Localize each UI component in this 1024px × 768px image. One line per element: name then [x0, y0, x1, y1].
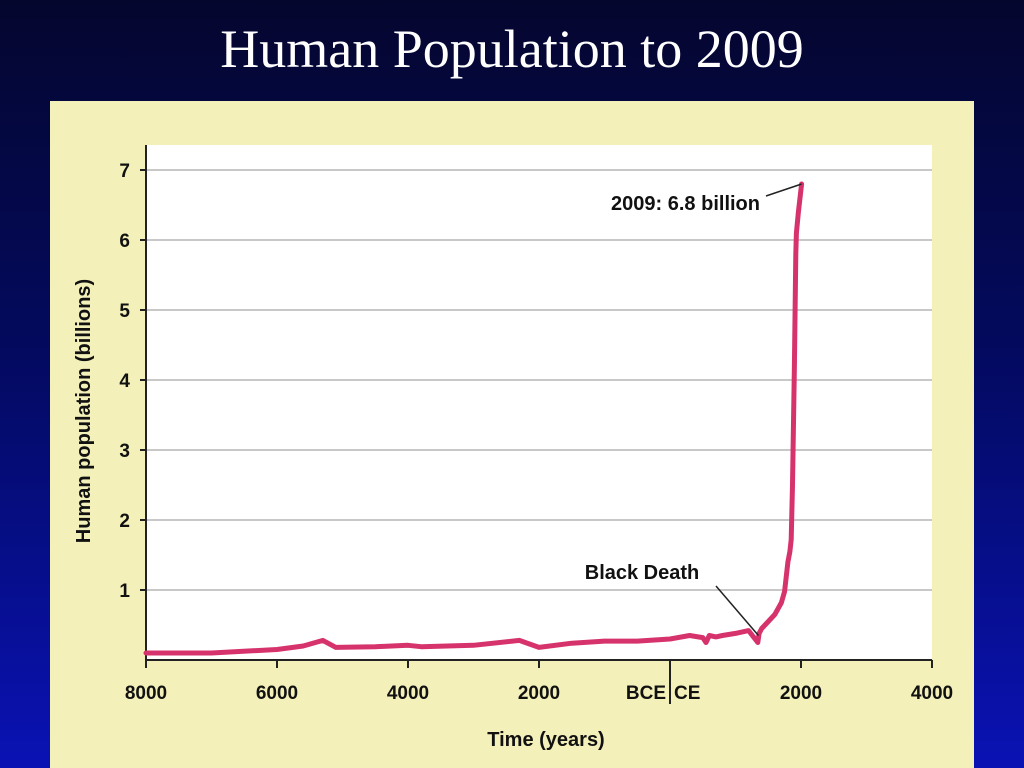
- chart-panel: 1 2 3 4 5 6 7 8000 6000 4000 2000 2000 4000 BCE CE 200…: [50, 101, 974, 768]
- population-line: [143, 181, 805, 656]
- era-label-ce: CE: [674, 683, 700, 704]
- tick-labels: 1 2 3 4 5 6 7 8000 6000 4000 2000 2000 4000 BCE CE: [119, 161, 953, 704]
- y-tick-label-6: 6: [119, 231, 130, 252]
- slide-title: Human Population to 2009: [220, 19, 804, 79]
- x-tick-label-4: 2000: [780, 683, 822, 704]
- series: [143, 181, 805, 656]
- y-tick-label-5: 5: [119, 301, 130, 322]
- x-tick-label-0: 8000: [125, 683, 167, 704]
- plot-area: [146, 145, 932, 660]
- annotation-2009-leader: [765, 183, 802, 197]
- annotation-2009: 2009: 6.8 billion: [611, 193, 760, 215]
- annotations: 2009: 6.8 billion Black Death: [585, 183, 802, 636]
- x-tick-label-1: 6000: [256, 683, 298, 704]
- y-tick-label-2: 2: [119, 511, 130, 532]
- y-axis-title: Human population (billions): [73, 279, 95, 543]
- x-tick-label-3: 2000: [518, 683, 560, 704]
- population-chart: 1 2 3 4 5 6 7 8000 6000 4000 2000 2000 4000 BCE CE 200…: [73, 145, 953, 751]
- y-tick-label-3: 3: [119, 441, 130, 462]
- x-tick-label-2: 4000: [387, 683, 429, 704]
- x-tick-label-5: 4000: [911, 683, 953, 704]
- era-label-bce: BCE: [626, 683, 666, 704]
- annotation-black-death-leader: [715, 585, 759, 636]
- annotation-black-death: Black Death: [585, 562, 700, 584]
- x-axis-title: Time (years): [487, 729, 604, 751]
- axes: [140, 145, 933, 704]
- y-tick-label-1: 1: [119, 581, 130, 602]
- gridlines: [146, 169, 932, 591]
- y-tick-label-7: 7: [119, 161, 130, 182]
- y-tick-label-4: 4: [119, 371, 130, 392]
